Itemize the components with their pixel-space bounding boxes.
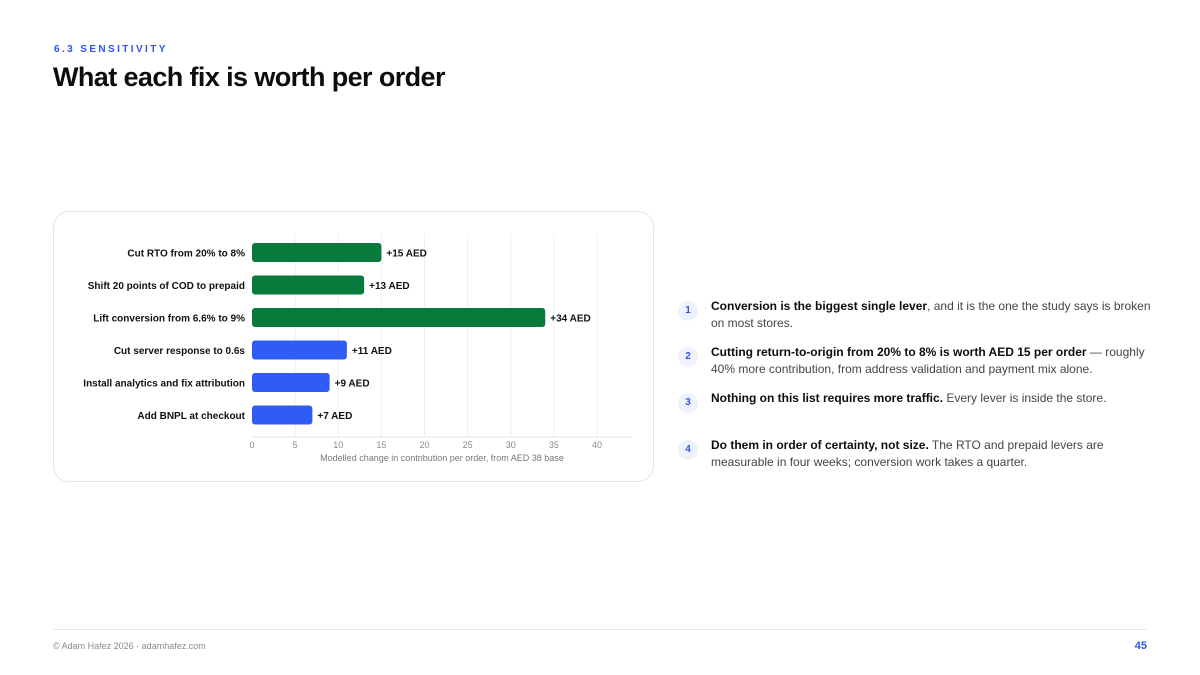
x-tick-label: 5 [293,440,298,450]
page-title: What each fix is worth per order [53,62,445,92]
x-tick-label: 15 [376,440,386,450]
takeaway-rest: , and it is the one the study says is br… [711,299,1151,330]
category-label: Shift 20 points of COD to prepaid [88,281,245,292]
x-tick-label: 10 [333,440,343,450]
takeaway-rest: — roughly 40% more contribution, from ad… [711,345,1145,376]
bar [252,340,347,360]
x-tick-label: 35 [549,440,559,450]
takeaway-bold: Nothing on this list requires more traff… [711,391,944,405]
takeaway-bold: Conversion is the biggest single lever [711,299,928,313]
x-tick-label: 0 [249,440,254,450]
section-eyebrow: 6.3 SENSITIVITY [54,44,168,55]
step-number-badge: 3 [678,393,698,413]
footer-divider [53,629,1147,630]
category-label: Cut RTO from 20% to 8% [127,249,245,260]
data-label: +15 AED [386,249,426,260]
x-axis-title: Modelled change in contribution per orde… [320,453,564,463]
category-label: Install analytics and fix attribution [83,379,245,390]
chart-card: Cut RTO from 20% to 8% +15 AED Shift 20 po… [53,211,654,482]
x-tick-label: 30 [506,440,516,450]
x-tick-label: 40 [592,440,602,450]
step-number-badge: 4 [678,440,698,460]
data-label: +11 AED [352,346,392,357]
takeaway-bold: Do them in order of certainty, not size. [711,438,929,452]
step-number-badge: 2 [678,347,698,367]
step-number-badge: 1 [678,301,698,321]
takeaway-rest: Every lever is inside the store. [943,391,1107,405]
takeaway-text: Conversion is the biggest single lever, … [711,298,1151,332]
takeaway-text: Cutting return-to-origin from 20% to 8% … [711,344,1151,378]
bar [252,405,313,425]
category-label: Cut server response to 0.6s [114,346,246,357]
data-label: +34 AED [550,314,590,325]
bar [252,243,382,262]
data-label: +7 AED [317,411,352,422]
data-label: +9 AED [335,379,370,390]
takeaway-rest: The RTO and prepaid levers are measurabl… [711,438,1104,469]
category-label: Lift conversion from 6.6% to 9% [93,314,245,325]
bar-chart: Cut RTO from 20% to 8% +15 AED Shift 20 po… [83,234,632,463]
category-label: Add BNPL at checkout [137,411,245,422]
takeaway-bold: Cutting return-to-origin from 20% to 8% … [711,345,1087,359]
bar [252,275,365,295]
data-label: +13 AED [369,281,409,292]
takeaway-text: Nothing on this list requires more traff… [711,390,1151,407]
takeaway-text: Do them in order of certainty, not size.… [711,437,1151,471]
x-tick-label: 25 [463,440,473,450]
bar [252,373,330,392]
bar [252,308,546,327]
footer-credit: © Adam Hafez 2026 · adamhafez.com [53,641,206,651]
x-tick-label: 20 [419,440,429,450]
page-number: 45 [1134,640,1147,652]
